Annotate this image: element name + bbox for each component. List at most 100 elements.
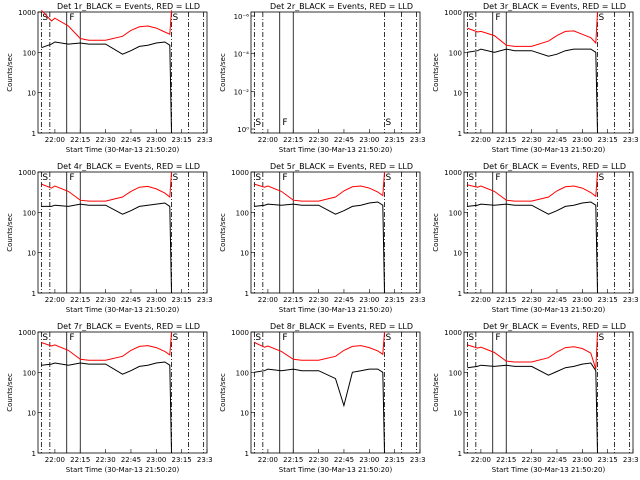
x-tick-label: 22:15: [283, 296, 303, 304]
lld-series-line: [41, 331, 172, 361]
plot-frame: [463, 11, 634, 134]
events-series-line: [41, 361, 172, 454]
y-axis-label: Counts/sec: [432, 213, 440, 252]
x-tick-label: 23:30: [623, 296, 639, 304]
lld-series-line: [41, 9, 172, 41]
detector-panel: Det 8r_BLACK = Events, RED = LLD Counts/s…: [219, 322, 426, 474]
x-tick-label: 23:30: [197, 456, 213, 464]
plot-frame: [37, 331, 208, 454]
y-tick-label: 100: [23, 209, 36, 217]
x-tick-label: 22:15: [496, 136, 516, 144]
segment-marker: S: [255, 118, 261, 128]
y-tick-label: 1000: [444, 329, 462, 337]
x-tick-label: 22:30: [522, 136, 542, 144]
panel-title: Det 3r_BLACK = Events, RED = LLD: [483, 2, 626, 11]
y-tick-label: 1: [245, 450, 249, 458]
events-series-line: [41, 41, 172, 134]
y-tick-label: 10: [453, 90, 462, 98]
segment-marker: F: [282, 173, 287, 183]
x-tick-label: 23:30: [623, 456, 639, 464]
segment-marker: S: [599, 333, 605, 343]
y-tick-label: 1: [458, 130, 462, 138]
y-axis-label: Counts/sec: [6, 213, 14, 252]
x-tick-label: 22:30: [96, 296, 116, 304]
x-tick-label: 23:15: [172, 456, 192, 464]
x-tick-label: 22:45: [121, 136, 141, 144]
x-tick-label: 22:45: [334, 296, 354, 304]
x-tick-label: 23:30: [410, 456, 426, 464]
y-tick-label: 1000: [444, 9, 462, 17]
x-tick-label: 22:30: [309, 456, 329, 464]
y-axis-label: Counts/sec: [219, 213, 227, 252]
x-tick-label: 22:45: [547, 136, 567, 144]
detector-panel: Det 4r_BLACK = Events, RED = LLD Counts/s…: [6, 162, 213, 314]
lld-series-line: [467, 171, 598, 202]
segment-marker: F: [282, 333, 287, 343]
segment-marker: F: [495, 13, 500, 23]
y-tick-label: 100: [236, 209, 249, 217]
y-tick-label: 10: [27, 90, 36, 98]
y-tick-label: 100: [449, 49, 462, 57]
panel-title: Det 8r_BLACK = Events, RED = LLD: [270, 322, 413, 331]
events-series-line: [467, 201, 598, 294]
segment-marker: F: [69, 173, 74, 183]
x-tick-label: 23:30: [410, 136, 426, 144]
x-tick-label: 22:00: [471, 136, 491, 144]
segment-marker: S: [42, 333, 48, 343]
y-tick-label: 1: [32, 130, 36, 138]
y-tick-label: 1000: [18, 169, 36, 177]
x-tick-label: 23:15: [385, 296, 405, 304]
x-tick-label: 22:15: [70, 136, 90, 144]
x-tick-label: 23:00: [572, 456, 592, 464]
detector-panel: Det 3r_BLACK = Events, RED = LLD Counts/s…: [432, 2, 639, 154]
x-tick-label: 23:30: [197, 296, 213, 304]
y-tick-label: 1000: [18, 329, 36, 337]
y-tick-label: 100: [23, 49, 36, 57]
x-axis-label: Start Time (30-Mar-13 21:50:20): [66, 306, 180, 314]
panel-title: Det 6r_BLACK = Events, RED = LLD: [483, 162, 626, 171]
segment-marker: S: [255, 333, 261, 343]
y-tick-label: 1000: [444, 169, 462, 177]
x-tick-label: 23:15: [598, 296, 618, 304]
y-tick-label: 1: [245, 290, 249, 298]
segment-marker: S: [386, 333, 392, 343]
segment-marker: S: [173, 13, 179, 23]
x-tick-label: 22:30: [522, 456, 542, 464]
y-tick-label: 1: [458, 450, 462, 458]
x-tick-label: 23:15: [172, 136, 192, 144]
x-tick-label: 22:45: [547, 296, 567, 304]
segment-marker: S: [173, 173, 179, 183]
segment-marker: S: [255, 173, 261, 183]
x-tick-label: 22:00: [45, 456, 65, 464]
x-tick-label: 23:00: [359, 296, 379, 304]
lld-series-line: [254, 331, 385, 361]
x-tick-label: 23:00: [572, 296, 592, 304]
segment-marker: S: [468, 13, 474, 23]
detector-panel: Det 2r_BLACK = Events, RED = LLD Counts/s…: [219, 2, 426, 154]
x-tick-label: 23:00: [359, 456, 379, 464]
segment-marker: S: [468, 173, 474, 183]
plot-frame: [250, 171, 421, 294]
y-axis-label: Counts/sec: [432, 53, 440, 92]
y-tick-label: 100: [23, 369, 36, 377]
y-tick-label: 10: [27, 250, 36, 258]
x-tick-label: 22:15: [496, 456, 516, 464]
y-tick-label: 1000: [231, 329, 249, 337]
x-tick-label: 22:00: [45, 296, 65, 304]
x-axis-label: Start Time (30-Mar-13 21:50:20): [66, 466, 180, 474]
y-tick-label: 10⁻²: [234, 88, 250, 96]
y-tick-label: 1000: [231, 169, 249, 177]
plot-frame: [463, 171, 634, 294]
y-axis-label: Counts/sec: [6, 53, 14, 92]
events-series-line: [467, 362, 598, 454]
x-tick-label: 22:30: [96, 456, 116, 464]
y-tick-label: 100: [449, 369, 462, 377]
x-tick-label: 23:15: [598, 136, 618, 144]
y-axis-label: Counts/sec: [432, 373, 440, 412]
detector-panel: Det 7r_BLACK = Events, RED = LLD Counts/s…: [6, 322, 213, 474]
x-tick-label: 23:00: [146, 296, 166, 304]
plot-frame: [463, 331, 634, 454]
segment-marker: S: [599, 13, 605, 23]
segment-marker: S: [468, 333, 474, 343]
